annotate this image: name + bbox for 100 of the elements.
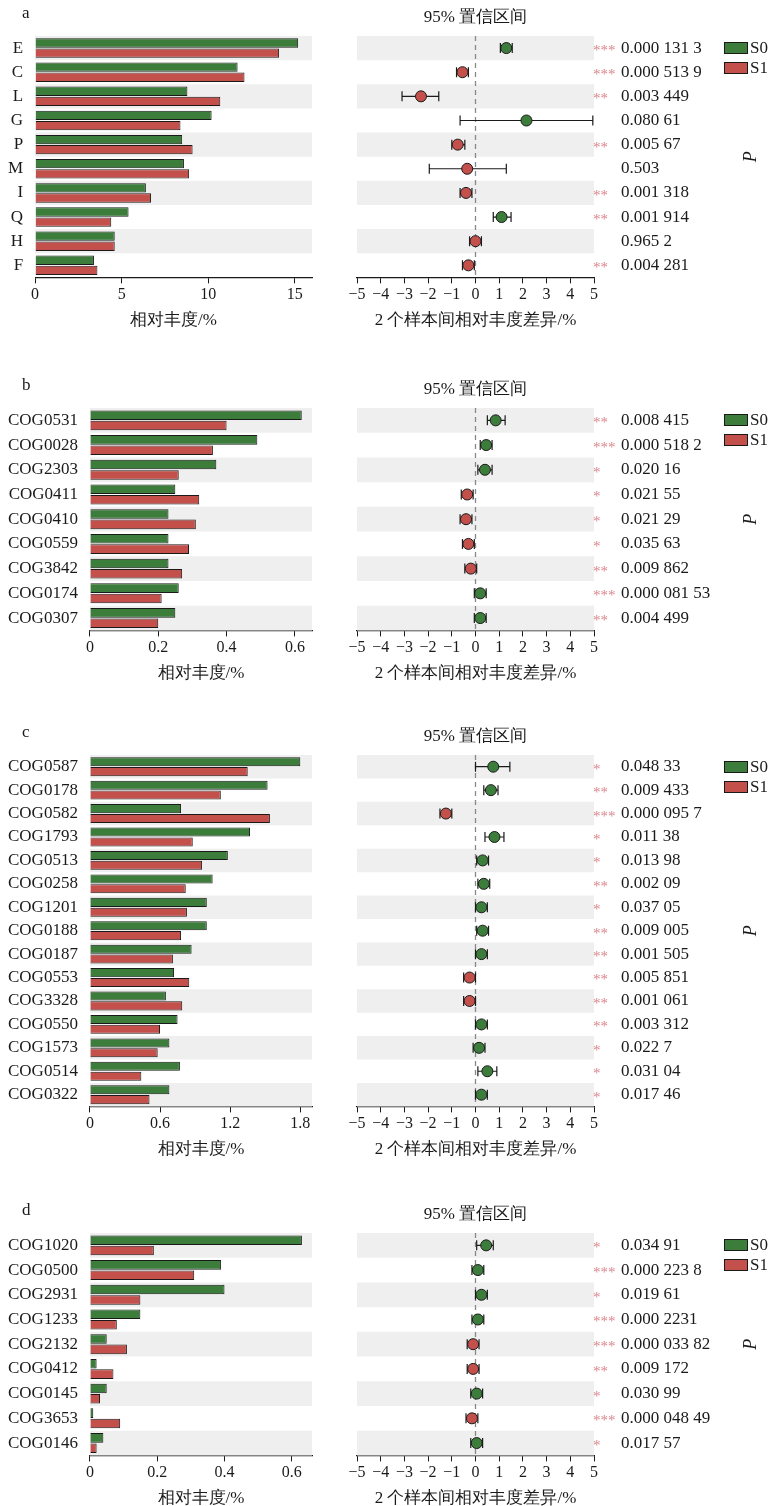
annotation: ** 0.004 281: [593, 254, 689, 276]
text: * 0.022 7: [593, 1037, 672, 1058]
x-tick-label: 1: [495, 638, 504, 656]
x-tick-label: −5: [348, 1114, 366, 1132]
y2-axis-title: P: [739, 513, 760, 526]
x-tick-label: 15: [286, 285, 303, 303]
x-tick-label: 4: [566, 1114, 575, 1132]
x-tick-label: 5: [590, 1114, 598, 1132]
y-tick-label: COG0582: [7, 803, 78, 823]
y-tick-label: F: [13, 254, 24, 274]
y-tick-label: COG0553: [7, 967, 78, 987]
y-tick-label: COG0513: [7, 849, 78, 869]
x-tick-label: −4: [372, 1114, 390, 1132]
y-tick-label: COG0587: [7, 756, 79, 776]
x-axis-title: 相对丰度/%: [157, 663, 245, 683]
x-tick-label: 4: [566, 638, 575, 656]
point: [414, 90, 427, 103]
x-tick-label: 0.6: [150, 1114, 171, 1132]
legend-label: S1: [750, 430, 768, 450]
x-axis-title: 2 个样本间相对丰度差异/%: [374, 663, 577, 683]
text: * 0.011 38: [593, 826, 680, 847]
annotation: ** 0.005 851: [593, 967, 689, 988]
x-axis-title: 相对丰度/%: [157, 1488, 245, 1506]
y-tick-label: COG0174: [7, 582, 79, 602]
x-tick-label: 1: [495, 1114, 504, 1132]
y-tick-label: COG1793: [7, 826, 78, 846]
x-tick-label: 1: [495, 1463, 504, 1481]
annotation: ** 0.009 862: [593, 558, 689, 579]
x-tick-label: −4: [372, 285, 390, 303]
y-tick-label: COG1020: [7, 1234, 78, 1254]
y-tick-label: Q: [10, 206, 24, 226]
y-tick-label: COG0258: [7, 873, 78, 893]
y-tick-label: COG0028: [7, 434, 78, 454]
text: 0.080 61: [621, 109, 681, 129]
x-tick-label: 5: [117, 285, 126, 303]
annotation: ** 0.003 449: [593, 85, 689, 107]
y-tick-label: COG0188: [7, 920, 78, 940]
x-axis-title: 相对丰度/%: [157, 1139, 245, 1159]
x-tick-label: 0: [85, 1463, 94, 1481]
x-tick-label: 0: [471, 1114, 480, 1132]
legend-label: S0: [750, 757, 768, 777]
y-tick-label: COG0178: [7, 779, 78, 799]
y-tick-label: C: [11, 61, 24, 81]
x-tick-label: 3: [542, 638, 551, 656]
x-tick-label: 2: [518, 638, 527, 656]
text: * 0.048 33: [593, 756, 681, 777]
text: 0.965 2: [621, 230, 672, 250]
x-tick-label: 0.6: [284, 638, 305, 656]
annotation: ** 0.001 318: [593, 182, 689, 203]
text: * 0.021 29: [593, 508, 681, 530]
x-tick-label: 0: [471, 638, 480, 656]
x-axis-title: 2 个样本间相对丰度差异/%: [374, 1488, 577, 1506]
x-tick-label: 1: [495, 285, 504, 303]
y-tick-label: P: [13, 134, 24, 154]
x-tick-label: 0.2: [147, 1463, 168, 1481]
x-tick-label: 0: [31, 285, 40, 303]
x-tick-label: 0.2: [148, 638, 169, 656]
y-tick-label: COG0307: [7, 607, 79, 627]
y-tick-label: COG3842: [7, 558, 78, 578]
point: [520, 114, 533, 127]
y-tick-label: COG0145: [7, 1383, 78, 1403]
point: [489, 414, 502, 427]
annotation: ** 0.001 061: [593, 990, 689, 1011]
annotation: ** 0.003 312: [593, 1013, 689, 1035]
x-tick-label: 0: [471, 285, 480, 303]
x-tick-label: −3: [395, 1114, 413, 1132]
x-tick-label: 5: [590, 1463, 598, 1481]
text: * 0.017 46: [593, 1084, 681, 1105]
y-tick-label: M: [7, 158, 24, 178]
annotation: ** 0.001 914: [593, 206, 690, 227]
annotation: *** 0.000 033 82: [593, 1333, 711, 1355]
point: [495, 211, 508, 224]
chart-title: 95% 置信区间: [423, 379, 528, 399]
legend-label: S0: [750, 1235, 768, 1255]
text: * 0.013 98: [593, 849, 681, 871]
y-tick-label: COG0559: [7, 533, 78, 553]
y-tick-label: COG0411: [8, 483, 78, 503]
y-tick-label: COG0412: [7, 1358, 78, 1378]
y-tick-label: COG0322: [7, 1084, 78, 1104]
x-tick-label: −5: [348, 638, 366, 656]
y-tick-label: COG2132: [7, 1333, 78, 1353]
text: * 0.017 57: [593, 1432, 681, 1453]
annotation: ** 0.009 005: [593, 920, 689, 941]
x-tick-label: 3: [542, 1463, 551, 1481]
point: [480, 1239, 493, 1252]
annotation: ** 0.005 67: [593, 134, 681, 155]
y-tick-label: COG0514: [7, 1060, 79, 1080]
x-axis-title: 2 个样本间相对丰度差异/%: [374, 310, 577, 330]
x-tick-label: 4: [566, 285, 575, 303]
x-tick-label: 3: [542, 285, 551, 303]
x-axis-title: 相对丰度/%: [130, 310, 217, 330]
x-tick-label: 5: [590, 638, 598, 656]
x-tick-label: 0.6: [281, 1463, 302, 1481]
y-tick-label: COG0146: [7, 1432, 78, 1452]
text: * 0.035 63: [593, 533, 681, 554]
chart-title: a: [22, 3, 30, 23]
chart-title: 95% 置信区间: [423, 726, 528, 746]
chart-title: 95% 置信区间: [423, 1204, 528, 1224]
x-tick-label: −3: [395, 1463, 413, 1481]
x-tick-label: −5: [348, 1463, 366, 1481]
